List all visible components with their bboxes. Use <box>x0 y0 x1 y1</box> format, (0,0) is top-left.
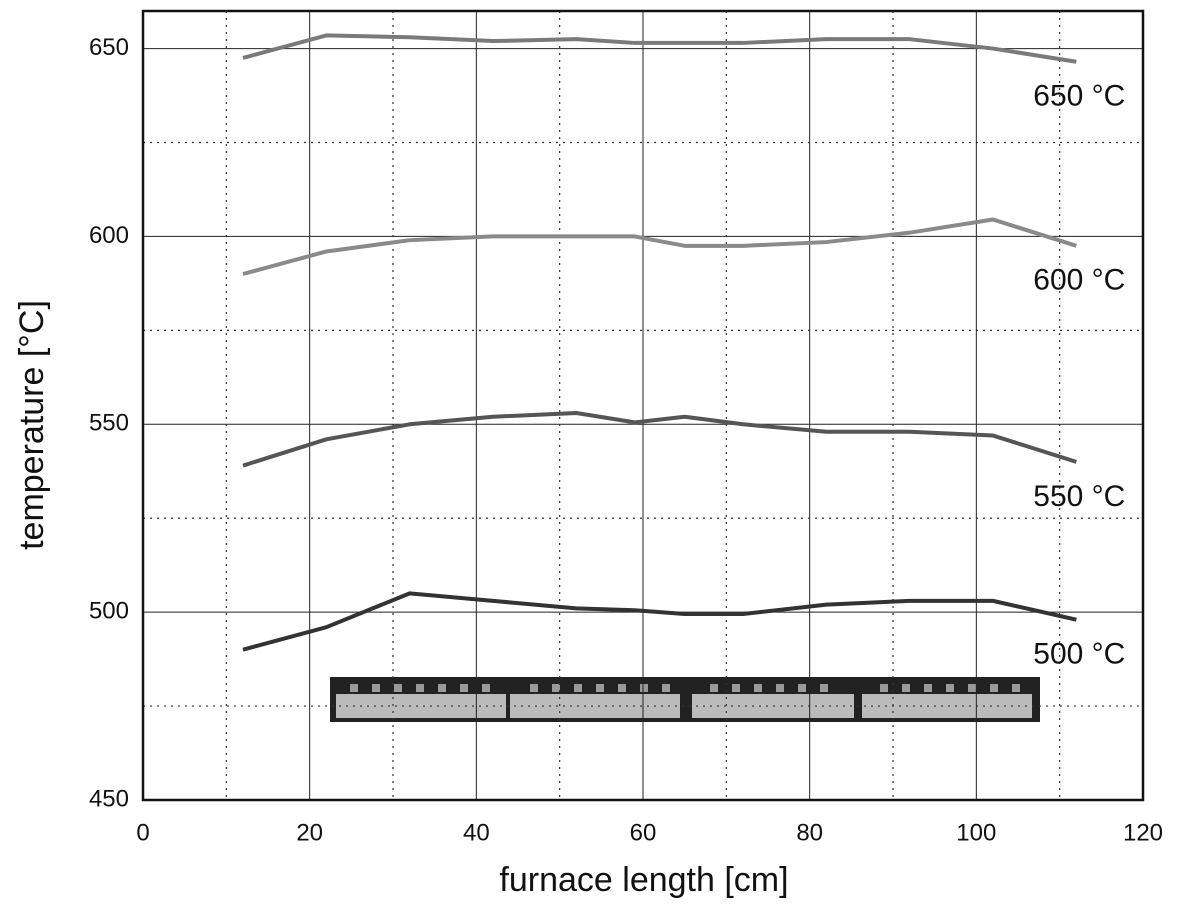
furnace-inset <box>330 677 1040 722</box>
x-tick-label: 60 <box>630 819 657 846</box>
series-line <box>242 411 1077 468</box>
y-tick-label: 650 <box>89 34 129 61</box>
series-label: 600 °C <box>1033 264 1125 297</box>
y-tick-label: 450 <box>89 785 129 812</box>
x-tick-label: 20 <box>296 819 323 846</box>
x-tick-label: 40 <box>463 819 490 846</box>
y-tick-label: 500 <box>89 597 129 624</box>
y-axis-title: temperature [°C] <box>13 300 51 550</box>
x-tick-label: 0 <box>136 819 149 846</box>
y-tick-label: 600 <box>89 222 129 249</box>
series-line <box>242 217 1077 276</box>
series-line <box>242 33 1077 64</box>
x-tick-label: 120 <box>1123 819 1163 846</box>
series-label: 550 °C <box>1033 480 1125 513</box>
x-tick-label: 80 <box>796 819 823 846</box>
y-tick-label: 550 <box>89 410 129 437</box>
series-label: 650 °C <box>1033 80 1125 113</box>
x-tick-label: 100 <box>956 819 996 846</box>
x-axis-title: furnace length [cm] <box>499 861 788 899</box>
series-line <box>242 591 1077 652</box>
plot-frame <box>141 9 1145 802</box>
series-label: 500 °C <box>1033 638 1125 671</box>
